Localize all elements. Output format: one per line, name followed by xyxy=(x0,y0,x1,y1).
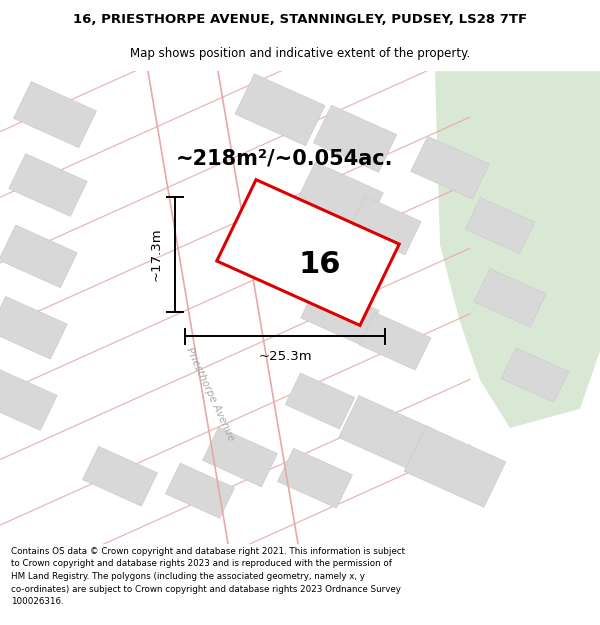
Polygon shape xyxy=(285,373,355,429)
Polygon shape xyxy=(301,283,379,346)
Polygon shape xyxy=(404,426,506,508)
Polygon shape xyxy=(217,180,399,326)
Polygon shape xyxy=(13,82,97,148)
Polygon shape xyxy=(338,396,431,470)
Polygon shape xyxy=(297,162,383,231)
Polygon shape xyxy=(203,427,277,487)
Polygon shape xyxy=(359,312,431,370)
Text: ~218m²/~0.054ac.: ~218m²/~0.054ac. xyxy=(176,148,394,168)
Polygon shape xyxy=(235,74,325,146)
Polygon shape xyxy=(502,348,569,402)
Text: Contains OS data © Crown copyright and database right 2021. This information is : Contains OS data © Crown copyright and d… xyxy=(11,547,405,606)
Text: ~17.3m: ~17.3m xyxy=(150,228,163,281)
Polygon shape xyxy=(0,225,77,288)
Polygon shape xyxy=(435,71,600,428)
Polygon shape xyxy=(349,196,421,255)
Polygon shape xyxy=(0,368,57,431)
Polygon shape xyxy=(411,136,489,199)
Text: 16: 16 xyxy=(299,249,341,279)
Text: ~25.3m: ~25.3m xyxy=(258,350,312,363)
Polygon shape xyxy=(83,446,157,506)
Polygon shape xyxy=(9,154,87,216)
Polygon shape xyxy=(465,198,535,254)
Polygon shape xyxy=(278,448,352,508)
Polygon shape xyxy=(313,105,397,172)
Text: Map shows position and indicative extent of the property.: Map shows position and indicative extent… xyxy=(130,47,470,60)
Polygon shape xyxy=(474,269,546,327)
Text: 16, PRIESTHORPE AVENUE, STANNINGLEY, PUDSEY, LS28 7TF: 16, PRIESTHORPE AVENUE, STANNINGLEY, PUD… xyxy=(73,14,527,26)
Polygon shape xyxy=(166,463,235,518)
Text: Priesthorpe Avenue: Priesthorpe Avenue xyxy=(184,346,236,442)
Polygon shape xyxy=(0,296,67,359)
